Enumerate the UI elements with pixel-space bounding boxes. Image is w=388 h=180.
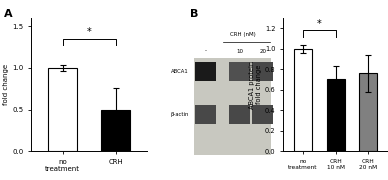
Text: 20: 20 [259, 49, 266, 54]
Bar [359, 73, 378, 151]
Text: β-actin: β-actin [170, 112, 189, 117]
Bar [327, 80, 345, 151]
Bar [48, 68, 77, 151]
Text: ABCA1: ABCA1 [171, 69, 189, 74]
FancyBboxPatch shape [195, 105, 216, 124]
FancyBboxPatch shape [195, 62, 216, 81]
Text: -: - [204, 49, 206, 54]
Text: B: B [190, 9, 199, 19]
Text: A: A [4, 9, 12, 19]
FancyBboxPatch shape [253, 62, 273, 81]
FancyBboxPatch shape [194, 58, 271, 155]
Text: CRH (nM): CRH (nM) [230, 32, 256, 37]
Text: 10: 10 [236, 49, 243, 54]
Text: *: * [317, 19, 322, 29]
Bar [294, 49, 312, 151]
FancyBboxPatch shape [229, 105, 250, 124]
FancyBboxPatch shape [253, 105, 273, 124]
Text: *: * [87, 27, 92, 37]
Y-axis label: ABCA1 protein
fold change: ABCA1 protein fold change [249, 60, 262, 109]
Y-axis label: Cholesterol efflux
fold change: Cholesterol efflux fold change [0, 54, 9, 115]
Bar [101, 110, 130, 151]
FancyBboxPatch shape [229, 62, 250, 81]
